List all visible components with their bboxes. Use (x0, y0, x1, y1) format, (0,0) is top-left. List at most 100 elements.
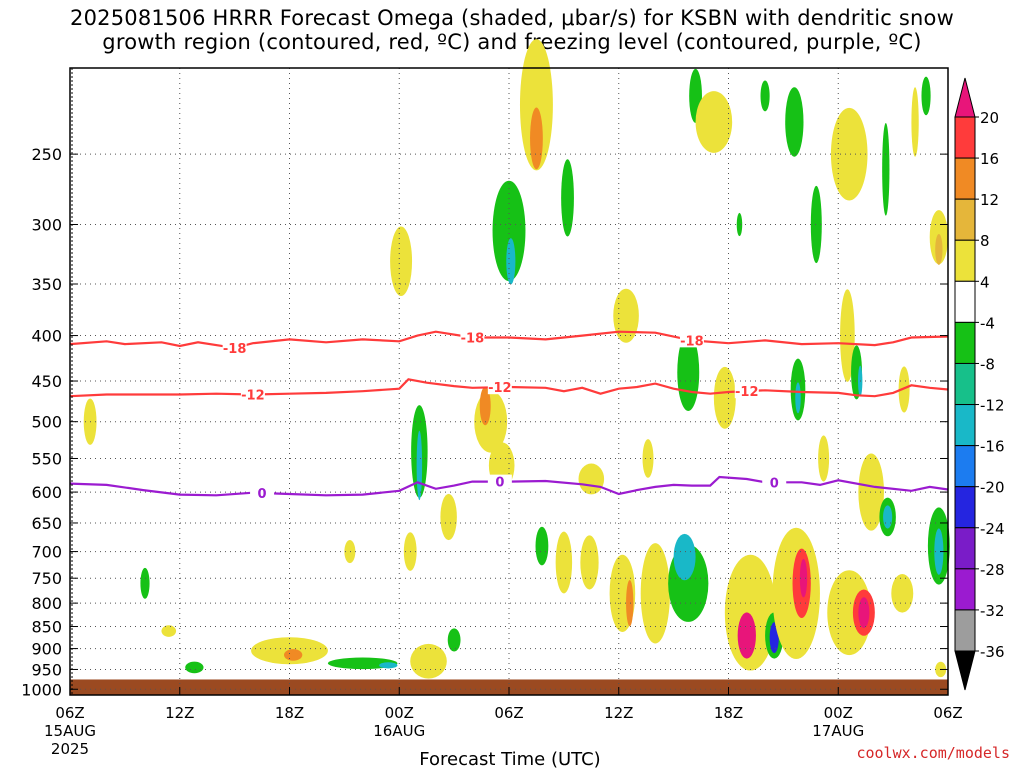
omega-shading (70, 39, 950, 695)
omega-cell-15 (447, 628, 461, 652)
contour-label--18-1: -18 (461, 331, 485, 346)
omega-cell-62 (883, 505, 893, 529)
colorbar-label-7: -12 (980, 397, 1005, 415)
colorbar-label-4: 4 (980, 273, 990, 291)
omega-cell-45 (785, 87, 804, 157)
colorbar-segment-3 (954, 239, 976, 282)
omega-cell-71 (921, 76, 931, 116)
x-tick-date-7: 17AUG (812, 722, 864, 740)
colorbar-segment-12 (954, 609, 976, 652)
omega-cell-48 (799, 558, 808, 598)
y-tick-label-450: 450 (31, 372, 62, 391)
y-tick-label-700: 700 (31, 543, 62, 562)
omega-cell-35 (673, 533, 696, 581)
omega-cell-56 (858, 597, 870, 629)
contour-label-bg (222, 340, 247, 355)
omega-cell-6 (344, 539, 356, 564)
colorbar-top-arrow (954, 77, 976, 118)
omega-cell-9 (390, 226, 413, 297)
colorbar-label-12: -32 (980, 602, 1005, 620)
omega-cell-2 (161, 625, 177, 637)
omega-cell-52 (818, 435, 830, 482)
site-credit[interactable]: coolwx.com/models (856, 744, 1010, 762)
chart-title: 2025081506 HRRR Forecast Omega (shaded, … (0, 6, 1024, 54)
x-tick-label-7: 00Z (824, 704, 853, 722)
contour-label-bg (250, 486, 275, 501)
contour-label--12-0: -12 (241, 389, 265, 404)
contour-line--18 (69, 330, 949, 350)
colorbar-label-10: -24 (980, 520, 1005, 538)
omega-cell-24 (535, 526, 549, 566)
y-tick-label-550: 550 (31, 449, 62, 468)
colorbar-segment-5 (954, 321, 976, 364)
contour-label--12-2: -12 (735, 385, 759, 400)
omega-cell-40 (724, 554, 777, 671)
contour-label--18-2: -18 (680, 334, 704, 349)
omega-cell-60 (858, 453, 884, 531)
omega-cell-68 (935, 233, 943, 265)
temperature-contours: -18 -18 -18 -12 -12 -12 0 0 0 (69, 330, 949, 502)
colorbar-label-9: -20 (980, 479, 1005, 497)
y-tick-label-400: 400 (31, 327, 62, 346)
omega-cell-11 (410, 643, 447, 679)
omega-cell-19 (492, 180, 526, 282)
omega-cell-66 (911, 87, 919, 157)
x-tick-year-0: 2025 (51, 740, 89, 758)
omega-cell-22 (530, 107, 543, 170)
omega-cell-44 (760, 80, 770, 112)
x-tick-label-0: 06Z (55, 704, 84, 722)
y-tick-label-950: 950 (31, 660, 62, 679)
omega-cell-17 (479, 386, 491, 426)
colorbar-bottom-arrow (954, 650, 976, 691)
y-tick-label-1000: 1000 (21, 680, 62, 699)
x-tick-label-6: 18Z (714, 704, 743, 722)
omega-cell-37 (695, 91, 733, 153)
omega-cell-23 (561, 159, 574, 237)
colorbar: 20 16 12 8 4 -4 -8 -12 -16 -20 -24 -28 -32 -36 (954, 77, 1005, 691)
colorbar-label-6: -8 (980, 355, 995, 373)
axes: 250 300 350 400 450 500 550 600 650 700 750 800 850 9… (21, 67, 963, 758)
omega-cell-50 (795, 382, 801, 414)
y-tick-label-750: 750 (31, 569, 62, 588)
omega-cell-31 (640, 543, 670, 644)
colorbar-label-2: 12 (980, 191, 999, 209)
x-tick-date-0: 15AUG (44, 722, 96, 740)
omega-cell-63 (882, 122, 890, 216)
y-tick-label-800: 800 (31, 594, 62, 613)
y-tick-label-600: 600 (31, 483, 62, 502)
omega-cell-26 (580, 535, 599, 590)
omega-cell-14 (440, 493, 457, 541)
y-tick-label-900: 900 (31, 640, 62, 659)
contour-label-0-2: 0 (770, 476, 779, 491)
colorbar-segment-11 (954, 568, 976, 611)
omega-cell-27 (578, 463, 605, 495)
colorbar-label-11: -28 (980, 561, 1005, 579)
colorbar-segment-7 (954, 404, 976, 447)
contour-label-0-1: 0 (495, 476, 504, 491)
omega-cell-57 (840, 289, 855, 382)
x-tick-label-2: 18Z (275, 704, 304, 722)
colorbar-segment-6 (954, 362, 976, 406)
omega-cell-1 (140, 567, 150, 599)
omega-cell-70 (934, 528, 944, 575)
omega-cell-32 (642, 439, 654, 478)
contour-label--18-0: -18 (223, 342, 247, 357)
x-tick-date-3: 16AUG (373, 722, 425, 740)
contour-label-bg (460, 330, 485, 345)
contour-label-bg (487, 380, 512, 395)
contour-label-bg (734, 384, 759, 399)
colorbar-label-1: 16 (980, 150, 999, 168)
x-tick-label-8: 06Z (933, 704, 962, 722)
contour-label-bg (487, 474, 512, 489)
omega-cell-20 (506, 238, 516, 285)
colorbar-segment-2 (954, 198, 976, 241)
contour-label-0-0: 0 (258, 487, 267, 502)
y-tick-label-500: 500 (31, 413, 62, 432)
x-tick-label-5: 12Z (604, 704, 633, 722)
x-tick-label-4: 06Z (494, 704, 523, 722)
y-tick-label-850: 850 (31, 618, 62, 637)
omega-cell-8 (379, 662, 398, 669)
contour-label-bg (679, 333, 704, 348)
colorbar-label-0: 20 (980, 109, 999, 127)
